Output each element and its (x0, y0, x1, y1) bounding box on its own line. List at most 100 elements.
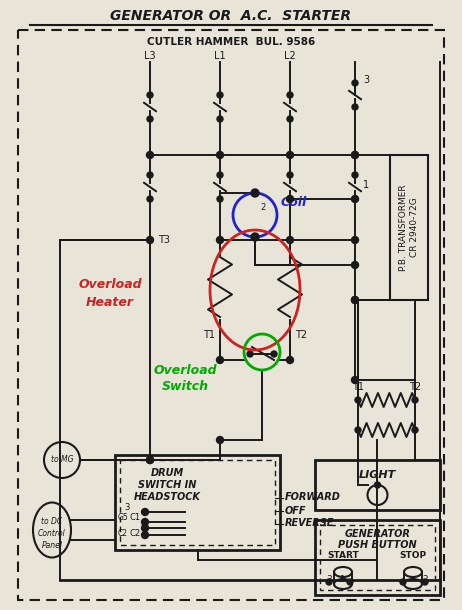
Circle shape (352, 195, 359, 203)
Circle shape (355, 397, 361, 403)
Circle shape (217, 92, 223, 98)
Text: HEADSTOCK: HEADSTOCK (134, 492, 201, 502)
Circle shape (287, 196, 293, 202)
Circle shape (286, 356, 293, 364)
Circle shape (352, 172, 358, 178)
Text: Switch: Switch (162, 381, 208, 393)
Circle shape (217, 116, 223, 122)
Circle shape (146, 151, 153, 159)
Circle shape (146, 456, 153, 464)
Circle shape (400, 579, 406, 585)
Bar (115, 455, 280, 550)
Text: T1: T1 (203, 330, 215, 340)
Text: Coil: Coil (281, 196, 307, 209)
Text: OFF: OFF (285, 506, 306, 515)
Circle shape (286, 195, 293, 203)
Text: Overload: Overload (153, 364, 217, 376)
Circle shape (412, 397, 418, 403)
Text: 1: 1 (340, 575, 346, 584)
Circle shape (217, 151, 224, 159)
Circle shape (287, 116, 293, 122)
Ellipse shape (404, 579, 422, 589)
Circle shape (352, 151, 359, 159)
Circle shape (141, 525, 148, 531)
Bar (390, 155, 428, 300)
Circle shape (146, 456, 153, 464)
Text: Heater: Heater (86, 295, 134, 309)
Circle shape (286, 237, 293, 243)
Text: L2: L2 (284, 51, 296, 61)
Bar (320, 525, 435, 590)
Circle shape (251, 233, 259, 241)
Text: START: START (327, 551, 359, 561)
Bar (315, 460, 440, 510)
Text: C1: C1 (129, 512, 140, 522)
Circle shape (147, 116, 153, 122)
Circle shape (147, 92, 153, 98)
Circle shape (412, 427, 418, 433)
Text: G5: G5 (118, 512, 128, 522)
Text: FORWARD: FORWARD (285, 492, 341, 503)
Text: L1: L1 (214, 51, 226, 61)
Circle shape (352, 376, 359, 384)
Text: L3: L3 (144, 51, 156, 61)
Circle shape (141, 531, 148, 539)
Text: C2: C2 (118, 528, 128, 537)
Circle shape (352, 296, 359, 304)
Text: 3: 3 (124, 503, 130, 512)
Text: PUSH BUTTON: PUSH BUTTON (338, 540, 417, 550)
Text: T2: T2 (295, 330, 307, 340)
Bar (315, 520, 440, 595)
Circle shape (141, 509, 148, 515)
Text: T1: T1 (352, 382, 364, 392)
Text: GENERATOR: GENERATOR (345, 529, 410, 539)
Text: SWITCH IN: SWITCH IN (138, 480, 197, 490)
Circle shape (147, 172, 153, 178)
Circle shape (352, 262, 359, 268)
Circle shape (217, 172, 223, 178)
Text: C2: C2 (129, 528, 140, 537)
Circle shape (146, 237, 153, 243)
Text: 2: 2 (261, 203, 266, 212)
Circle shape (352, 80, 358, 86)
Circle shape (141, 518, 148, 525)
Text: GENERATOR OR  A.C.  STARTER: GENERATOR OR A.C. STARTER (110, 9, 352, 23)
Circle shape (422, 579, 428, 585)
Circle shape (352, 296, 359, 304)
Text: Overload: Overload (78, 279, 142, 292)
Circle shape (217, 356, 224, 364)
Text: STOP: STOP (400, 551, 426, 561)
Circle shape (287, 172, 293, 178)
Text: to MG: to MG (51, 456, 73, 464)
Text: DRUM: DRUM (151, 468, 184, 478)
Circle shape (247, 351, 253, 357)
Circle shape (375, 482, 381, 488)
Circle shape (217, 237, 224, 243)
Text: T3: T3 (158, 235, 170, 245)
Circle shape (352, 104, 358, 110)
Circle shape (217, 196, 223, 202)
Circle shape (352, 196, 358, 202)
Circle shape (286, 151, 293, 159)
Circle shape (287, 92, 293, 98)
Text: 3: 3 (363, 75, 369, 85)
Bar (120, 460, 275, 545)
Circle shape (355, 427, 361, 433)
Text: 1: 1 (363, 180, 369, 190)
Circle shape (271, 351, 277, 357)
Circle shape (352, 151, 359, 159)
Ellipse shape (334, 579, 352, 589)
Circle shape (251, 189, 259, 197)
Circle shape (347, 579, 353, 585)
Text: 2: 2 (422, 575, 428, 584)
Text: LIGHT: LIGHT (359, 470, 396, 480)
Circle shape (326, 579, 332, 585)
Text: REVERSE: REVERSE (285, 518, 334, 528)
Text: Control: Control (38, 529, 66, 539)
Text: to DC: to DC (42, 517, 63, 526)
Text: 3: 3 (326, 575, 332, 584)
Circle shape (217, 437, 224, 443)
Circle shape (352, 237, 359, 243)
Text: P.B. TRANSFORMER
CR 2940-72G: P.B. TRANSFORMER CR 2940-72G (399, 184, 419, 271)
Text: CUTLER HAMMER  BUL. 9586: CUTLER HAMMER BUL. 9586 (147, 37, 315, 47)
